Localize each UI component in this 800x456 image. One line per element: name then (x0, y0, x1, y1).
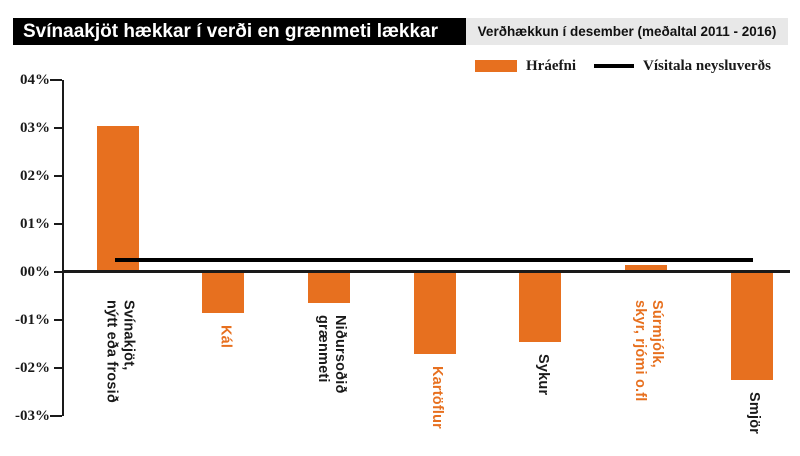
y-tick-02 (54, 175, 62, 177)
y-tick-label-04: 04% (20, 72, 50, 88)
bar-smjör (730, 272, 773, 380)
legend: Hráefni Vísitala neysluverðs (475, 56, 771, 76)
y-tick-label-02: -02% (15, 360, 50, 376)
y-axis (62, 80, 64, 416)
bar-kál (202, 272, 245, 313)
y-tick-01 (54, 223, 62, 225)
bar-kartöflur (413, 272, 456, 354)
y-tick-label-01: -01% (15, 312, 50, 328)
y-tick-label-00: 00% (20, 264, 50, 280)
y-tick-label-03: -03% (15, 408, 50, 424)
legend-line-swatch (594, 64, 634, 68)
subtitle-box: Verðhækkun í desember (meðaltal 2011 - 2… (466, 18, 788, 45)
y-tick-label-03: 03% (20, 120, 50, 136)
legend-bar-swatch (475, 60, 517, 72)
y-tick-01 (54, 319, 62, 321)
bar-svínakjöt (96, 125, 139, 272)
y-tick-02 (54, 367, 62, 369)
bar-label-súrmjólk: Súrmjólk, skyr, rjómi o.fl (632, 300, 665, 402)
bar-label-kartöflur: Kartöflur (429, 365, 446, 429)
page-title: Svínaakjöt hækkar í verði en grænmeti læ… (23, 21, 439, 42)
bar-label-niðursoðið: Niðursoðið grænmeti (314, 315, 348, 394)
title-bar: Svínaakjöt hækkar í verði en grænmeti læ… (13, 18, 466, 45)
legend-label-hraefni: Hráefni (526, 57, 576, 74)
y-tick-00 (54, 271, 62, 273)
bar-label-smjör: Smjör (746, 392, 763, 435)
bar-label-sykur: Sykur (534, 353, 551, 395)
y-tick-label-01: 01% (20, 216, 50, 232)
y-tick-04 (50, 79, 62, 81)
bar-label-kál: Kál (217, 324, 234, 348)
bar-niðursoðið (307, 272, 350, 304)
y-tick-03 (50, 415, 62, 417)
bar-súrmjólk (625, 264, 667, 272)
y-tick-03 (54, 127, 62, 129)
legend-label-visitala: Vísitala neysluverðs (643, 57, 771, 74)
x-axis (62, 270, 790, 273)
y-tick-label-02: 02% (20, 168, 50, 184)
page-subtitle: Verðhækkun í desember (meðaltal 2011 - 2… (477, 24, 777, 39)
bar-label-svínakjöt: Svínakjöt, nýtt eða frosið (103, 300, 137, 403)
reference-line (115, 258, 753, 262)
bar-sykur (519, 272, 562, 342)
